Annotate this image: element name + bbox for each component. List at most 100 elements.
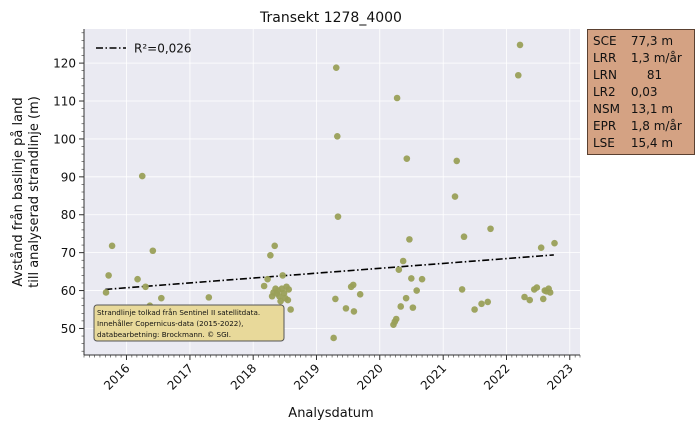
y-tick-label: 100 (53, 132, 76, 146)
data-point (149, 247, 157, 255)
x-tick-label: 2017 (165, 361, 196, 392)
y-tick-label: 90 (61, 170, 76, 184)
data-point (487, 225, 494, 233)
data-point (395, 266, 403, 274)
data-point (280, 289, 288, 297)
data-point (356, 291, 364, 298)
legend: R²=0,026 (96, 42, 192, 56)
data-point (451, 193, 459, 200)
data-point (264, 275, 271, 283)
stat-key: LRR (593, 51, 617, 65)
stat-row-epr: EPR 1,8 m/år (593, 118, 689, 135)
x-tick-label: 2016 (101, 361, 132, 392)
data-points (102, 41, 558, 342)
data-point (533, 284, 541, 291)
data-point (413, 287, 420, 294)
data-point (279, 272, 286, 279)
data-point (333, 132, 341, 140)
data-point (138, 172, 146, 180)
x-tick-label: 2020 (354, 361, 385, 392)
data-point (276, 292, 283, 300)
data-point (392, 315, 400, 323)
stat-key: SCE (593, 34, 617, 48)
data-point (108, 242, 116, 250)
x-axis-label: Analysdatum (288, 406, 373, 421)
data-point (478, 300, 485, 308)
data-point (399, 257, 407, 265)
trend-line-group (105, 254, 554, 291)
stat-row-lse: LSE 15,4 m (593, 135, 689, 152)
data-point (537, 244, 545, 252)
stat-row-lrn: LRN 81 (593, 67, 689, 84)
stat-value: 77,3 m (630, 34, 674, 48)
data-point (332, 64, 340, 71)
y-tick-label: 60 (61, 284, 76, 298)
x-tick-label: 2022 (481, 361, 512, 392)
data-point (418, 275, 426, 283)
y-axis-label-line-2: till analyserad strandlinje (m) (27, 96, 42, 288)
data-point (406, 236, 413, 243)
stat-row-lrr: LRR 1,3 m/år (593, 50, 689, 67)
stat-key: EPR (593, 119, 617, 133)
data-point (287, 306, 294, 313)
stat-value: 13,1 m (630, 102, 674, 116)
data-point (134, 275, 141, 283)
plot-area (84, 29, 580, 355)
data-point (330, 334, 337, 342)
data-point (205, 294, 213, 301)
x-tick-label: 2018 (228, 361, 259, 392)
attribution-line-2: Innehåller Copernicus-data (2015-2022), (97, 319, 243, 328)
attribution-bg (93, 304, 285, 342)
attribution-line-1: Strandlinje tolkad från Sentinel II sate… (97, 308, 260, 317)
data-point (409, 304, 417, 311)
x-tick-label: 2019 (291, 361, 322, 392)
data-point (521, 293, 528, 301)
data-point (453, 157, 461, 165)
data-point (271, 242, 279, 250)
y-axis-label-line-1: Avstånd från baslinje på land (11, 97, 26, 286)
statistics-box: SCE 77,3 m LRR 1,3 m/år LRN 81 LR2 0,03 … (587, 29, 695, 155)
data-point (332, 295, 339, 303)
data-point (471, 306, 478, 313)
stat-key: LSE (593, 136, 615, 150)
y-tick-label: 80 (61, 208, 76, 222)
data-point (267, 252, 274, 259)
legend-label: R²=0,026 (134, 42, 192, 56)
trend-line (105, 254, 554, 291)
stat-row-nsm: NSM 13,1 m (593, 101, 689, 118)
data-point (551, 239, 558, 247)
y-tick-label: 70 (61, 246, 76, 260)
data-point (402, 294, 410, 302)
data-point (277, 297, 284, 305)
stat-row-sce: SCE 77,3 m (593, 33, 689, 50)
data-point (526, 296, 534, 304)
x-tick-label: 2021 (418, 361, 449, 392)
data-point (539, 295, 547, 303)
y-tick-label: 120 (53, 57, 76, 71)
data-point (546, 289, 554, 296)
chart-title: Transekt 1278_4000 (259, 10, 402, 26)
data-point (458, 286, 466, 293)
stat-value: 1,8 m/år (630, 119, 682, 133)
data-point (260, 282, 268, 290)
stat-key: NSM (593, 102, 620, 116)
stat-row-lr2: LR2 0,03 (593, 84, 689, 101)
data-point (142, 283, 149, 291)
data-point (403, 155, 411, 162)
data-point (484, 298, 492, 306)
attribution-box: Strandlinje tolkad från Sentinel II sate… (93, 304, 285, 342)
y-tick-label: 110 (53, 95, 76, 109)
data-point (349, 281, 357, 289)
stat-key: LRN (593, 68, 617, 82)
data-point (285, 286, 293, 293)
stat-value: 0,03 (630, 85, 658, 99)
data-point (514, 71, 522, 79)
x-tick-label: 2023 (544, 361, 575, 392)
attribution-line-3: databearbetning: Brockmann. © SGI. (97, 330, 231, 339)
data-point (334, 213, 342, 220)
data-point (158, 294, 165, 302)
data-point (105, 272, 112, 279)
stat-key: LR2 (593, 85, 616, 99)
data-point (397, 303, 405, 310)
data-point (408, 275, 415, 282)
